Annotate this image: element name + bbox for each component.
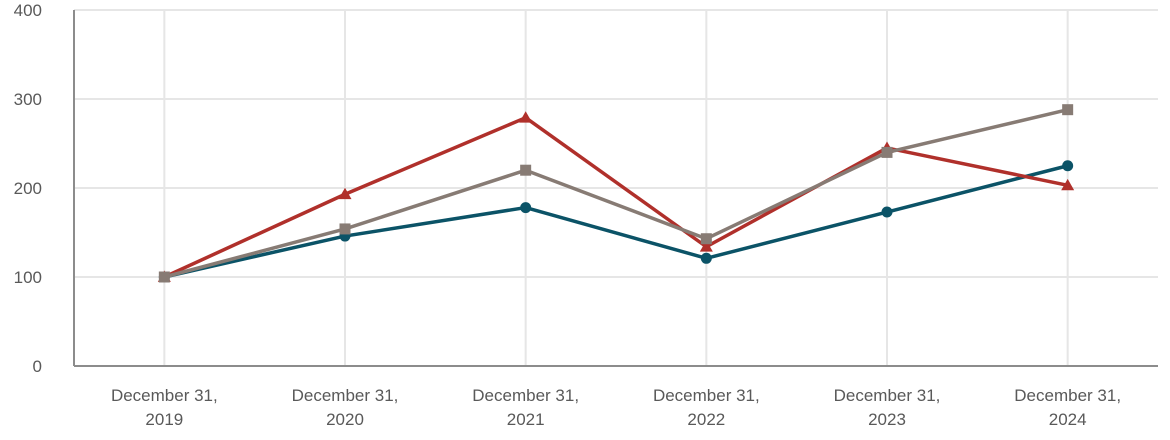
axes [73,10,1158,367]
x-tick-label-5: December 31, 2024 [1014,386,1121,429]
series-series-2 [157,111,1075,282]
x-tick-label-line: December 31, [292,386,399,405]
data-point-series-3-1 [339,223,351,235]
x-tick-label-line: December 31, [472,386,579,405]
y-tick-labels: 0 100 200 300 400 [14,1,42,376]
x-tick-label-2: December 31, 2021 [472,386,579,429]
y-tick-label-400: 400 [14,1,42,20]
y-tick-label-300: 300 [14,90,42,109]
data-point-series-1-2 [520,202,532,214]
data-point-series-3-4 [881,146,893,158]
data-point-series-2-1 [338,187,352,200]
x-tick-label-line: December 31, [834,386,941,405]
y-tick-label-0: 0 [33,357,42,376]
x-tick-label-line: 2021 [507,410,545,429]
series-series-1 [158,160,1074,283]
x-tick-label-line: December 31, [1014,386,1121,405]
x-tick-label-line: December 31, [111,386,218,405]
data-point-series-1-4 [881,206,893,218]
series-line-series-1 [163,164,1069,279]
x-tick-label-line: December 31, [653,386,760,405]
data-point-series-2-3 [699,240,713,252]
series-line-series-2 [163,115,1069,279]
y-tick-label-200: 200 [14,179,42,198]
series-series-3 [158,104,1074,283]
data-point-series-3-3 [700,233,712,245]
y-tick-label-100: 100 [14,268,42,287]
x-tick-label-line: 2020 [326,410,364,429]
data-point-series-1-3 [700,252,712,264]
data-point-series-2-5 [1061,178,1075,191]
data-point-series-3-5 [1062,104,1074,116]
series-lines [157,104,1075,283]
data-point-series-1-5 [1062,160,1074,172]
x-tick-label-3: December 31, 2022 [653,386,760,429]
x-tick-label-0: December 31, 2019 [111,386,218,429]
x-tick-label-line: 2022 [687,410,725,429]
data-point-series-3-0 [158,271,170,283]
series-line-series-3 [163,107,1069,279]
x-tick-label-1: December 31, 2020 [292,386,399,429]
x-tick-label-4: December 31, 2023 [834,386,941,429]
x-tick-label-line: 2024 [1049,410,1087,429]
data-point-series-2-2 [519,111,533,123]
x-tick-label-line: 2019 [145,410,183,429]
gridlines [74,9,1158,366]
data-point-series-3-2 [520,164,532,176]
x-tick-label-line: 2023 [868,410,906,429]
